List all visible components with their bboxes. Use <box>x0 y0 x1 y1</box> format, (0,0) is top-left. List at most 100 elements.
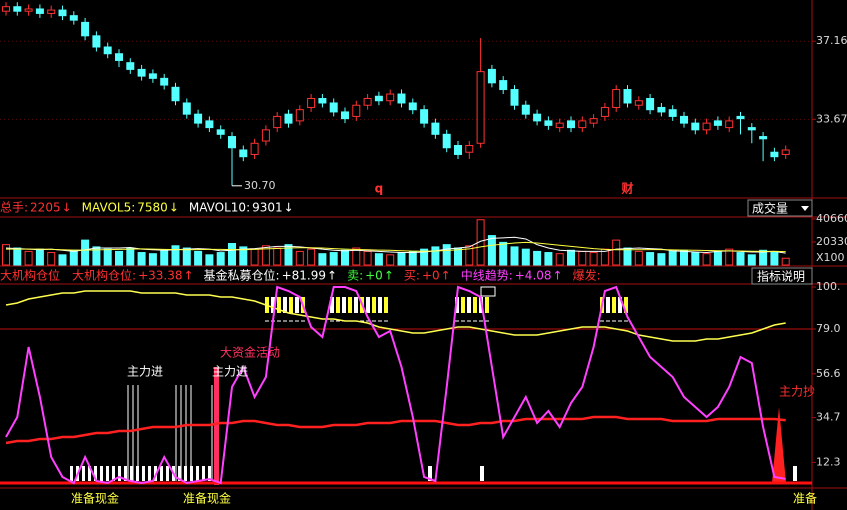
selector-label[interactable]: 成交量 <box>752 201 788 216</box>
candle-body <box>329 102 338 113</box>
help-button[interactable] <box>751 267 813 285</box>
volume-bar <box>363 250 372 266</box>
cash-signal <box>130 466 133 481</box>
surge-signal <box>455 297 459 313</box>
header-label: 中线趋势: <box>461 268 513 283</box>
surge-signal <box>283 297 287 313</box>
cash-signal <box>160 466 163 481</box>
surge-signal <box>277 297 281 313</box>
y-tick-label: 100. <box>816 280 841 293</box>
volume-bar <box>216 252 225 266</box>
candle-body <box>374 95 383 102</box>
candle-body <box>442 133 451 149</box>
volume-bar <box>284 244 293 266</box>
help-button-label[interactable]: 指标说明 <box>757 269 805 284</box>
y-tick-label: 56.6 <box>816 367 841 380</box>
cash-signal <box>112 466 115 481</box>
volume-bar <box>420 248 429 266</box>
candle-body <box>589 118 598 124</box>
surge-signal <box>330 297 334 313</box>
event-marker: q <box>375 182 384 196</box>
candle-body <box>747 127 756 131</box>
candle-body <box>69 15 78 21</box>
cash-signal <box>88 466 91 481</box>
candle-body <box>612 89 621 108</box>
volume-bar <box>148 253 157 266</box>
dropdown-arrow[interactable] <box>801 206 809 211</box>
volume-bar <box>623 247 632 266</box>
volume-bar <box>81 239 90 266</box>
surge-signal <box>473 297 477 313</box>
candle-body <box>521 104 530 115</box>
indicator-selector[interactable] <box>747 199 813 217</box>
annotation: 准备现金 <box>71 491 119 506</box>
volume-bar <box>24 250 33 266</box>
volume-bar <box>137 252 146 266</box>
volume-bar <box>329 252 338 266</box>
volume-bar <box>13 247 22 266</box>
candle-body <box>47 9 56 14</box>
candle-body <box>397 93 406 104</box>
volume-bar <box>691 252 700 266</box>
volume-bar <box>341 249 349 266</box>
volume-bar <box>352 247 361 266</box>
surge-signal <box>366 297 370 313</box>
surge-signal <box>378 297 382 313</box>
annotation: 主力进 <box>212 365 248 379</box>
volume-bar <box>521 248 530 266</box>
header-label: 买: <box>404 269 420 283</box>
volume-bar <box>261 245 270 266</box>
volume-bar <box>171 245 180 266</box>
unit-label: X100 <box>816 251 845 264</box>
low-label: 30.70 <box>244 179 276 192</box>
volume-bar <box>747 254 756 266</box>
volume-bar <box>160 249 169 266</box>
volume-bar <box>228 243 236 266</box>
volume-bar <box>239 246 248 266</box>
surge-signal <box>606 297 610 313</box>
candle-body <box>81 21 90 37</box>
volume-bar <box>442 244 451 266</box>
volume-bar <box>374 253 383 266</box>
surge-signal <box>271 297 275 313</box>
candle-body <box>567 120 575 129</box>
header-arrow: ↑ <box>441 269 451 283</box>
candle-body <box>284 113 293 124</box>
cash-signal <box>148 466 151 481</box>
volume-bar <box>567 249 575 266</box>
volume-bar <box>465 245 474 266</box>
header-label: 大机构仓位 <box>0 268 60 283</box>
candle-body <box>510 89 519 106</box>
cash-signal <box>142 466 145 481</box>
candle-body <box>182 102 191 115</box>
candle-body <box>725 120 734 129</box>
candle-body <box>295 109 304 122</box>
header-label: MAVOL10: <box>189 201 250 215</box>
candle-body <box>171 86 180 102</box>
candle-body <box>646 98 655 111</box>
volume-bar <box>386 254 395 266</box>
candle-body <box>634 100 643 106</box>
volume-bar <box>58 254 67 266</box>
candle-body <box>759 136 768 140</box>
volume-bar <box>431 246 440 266</box>
header-arrow: ↑ <box>327 269 337 283</box>
surge-signal <box>295 297 299 313</box>
candle-body <box>24 8 33 12</box>
candle-body <box>555 122 564 129</box>
cash-signal <box>166 466 169 481</box>
candle-body <box>318 98 327 104</box>
volume-bar <box>115 250 123 266</box>
cash-signal <box>70 466 73 481</box>
candle-body <box>115 53 123 61</box>
volume-bar <box>736 252 745 266</box>
header-value: +0 <box>365 269 383 283</box>
volume-bar <box>318 253 327 266</box>
candle-body <box>657 106 666 113</box>
volume-bar <box>646 252 655 266</box>
cash-signal <box>178 466 181 481</box>
volume-bar <box>657 253 666 266</box>
annotation: 主力进 <box>127 365 163 379</box>
surge-signal <box>461 297 465 313</box>
